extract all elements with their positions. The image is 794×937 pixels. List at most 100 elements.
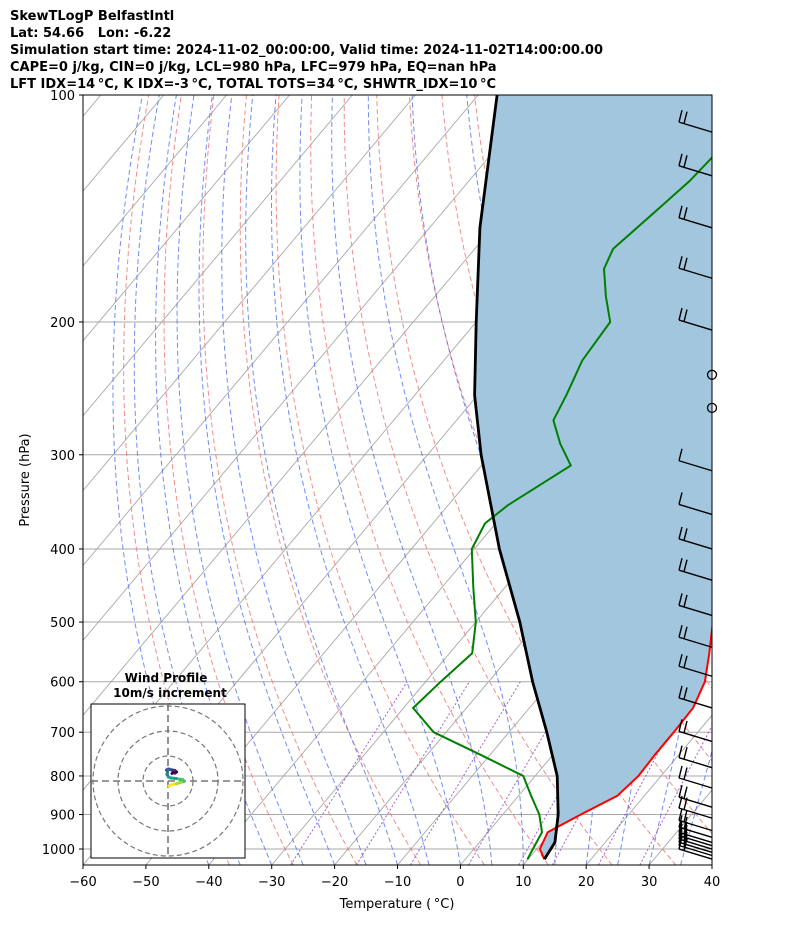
wind-barb xyxy=(678,153,713,177)
wind-barb xyxy=(706,369,718,380)
barb-flag xyxy=(678,625,683,638)
isotherm-line xyxy=(83,95,353,417)
barb-staff xyxy=(678,538,713,550)
barb-staff xyxy=(678,319,713,331)
moist-adiabat-line xyxy=(411,95,558,865)
wind-barb xyxy=(678,823,713,847)
barb-staff xyxy=(678,838,713,850)
barb-flag xyxy=(683,655,688,668)
barb-staff xyxy=(678,756,713,769)
station-coordinates: Lat: 54.66 Lon: -6.22 xyxy=(10,26,172,41)
wind-barb xyxy=(678,745,713,769)
barb-flag xyxy=(683,207,688,220)
wind-barb xyxy=(706,402,718,414)
wind-barb xyxy=(678,765,713,789)
barb-flag xyxy=(678,654,683,667)
barb-flag xyxy=(678,784,683,798)
isotherm-line xyxy=(711,864,712,865)
y-tick-label: 200 xyxy=(50,316,75,331)
isotherm-line xyxy=(83,95,102,117)
barb-staff xyxy=(678,819,713,832)
moist-adiabat-line xyxy=(176,95,304,865)
x-tick-label: −10 xyxy=(384,875,411,890)
wind-barb xyxy=(678,784,713,808)
isotherm-line xyxy=(83,95,479,567)
y-tick-label: 700 xyxy=(50,726,75,741)
barb-flag xyxy=(683,559,688,572)
y-tick-label: 100 xyxy=(50,89,75,104)
barb-flag xyxy=(678,526,683,540)
y-tick-label: 1000 xyxy=(42,843,75,858)
barb-flag xyxy=(678,808,683,821)
isotherm-line xyxy=(83,95,227,267)
y-tick-label: 300 xyxy=(50,449,75,464)
barb-flag xyxy=(683,687,688,700)
barb-flag xyxy=(678,307,683,321)
barb-flag xyxy=(678,823,683,836)
dewpoint-line xyxy=(411,156,712,860)
barb-flag xyxy=(678,745,683,758)
y-tick-label: 600 xyxy=(50,676,75,691)
barb-flag xyxy=(678,205,683,218)
barb-flag xyxy=(678,492,683,505)
barb-flag xyxy=(678,109,683,123)
barb-flag xyxy=(683,155,688,168)
cape-cin-shading xyxy=(474,95,712,860)
cape-shade-area xyxy=(474,95,712,860)
barb-flag xyxy=(683,746,688,760)
moist-adiabat-line xyxy=(299,95,461,865)
barb-flag xyxy=(683,257,688,270)
barb-staff xyxy=(678,730,713,743)
x-tick-label: 10 xyxy=(515,875,532,890)
wind-barb xyxy=(678,205,713,229)
parcel-indices: CAPE=0 j/kg, CIN=0 j/kg, LCL=980 hPa, LF… xyxy=(10,60,497,75)
moist-adiabat-line xyxy=(245,95,398,865)
mixing-ratio-line xyxy=(409,681,521,865)
moist-adiabat-line xyxy=(221,95,367,865)
barb-flag xyxy=(678,558,683,571)
barb-flag xyxy=(678,448,683,461)
x-tick-label: −30 xyxy=(258,875,285,890)
dry-adiabat-line xyxy=(735,95,794,865)
barb-flag xyxy=(678,593,683,606)
barb-staff xyxy=(678,835,713,847)
x-tick-label: −20 xyxy=(321,875,348,890)
barb-staff xyxy=(678,697,713,709)
inset-title: Wind Profile xyxy=(125,671,208,685)
wind-profile-inset: Wind Profile 10m/s increment xyxy=(90,671,246,859)
isotherm-line xyxy=(83,95,542,642)
barb-flag xyxy=(683,626,688,639)
simulation-times: Simulation start time: 2024-11-02_00:00:… xyxy=(10,43,603,58)
barb-flag xyxy=(683,821,688,835)
moist-adiabat-line xyxy=(367,95,524,865)
barb-flag xyxy=(678,765,683,779)
wind-barb xyxy=(678,307,713,331)
barb-staff xyxy=(678,121,713,133)
mixing-ratio-line xyxy=(290,681,408,865)
dry-adiabat-line xyxy=(768,95,794,865)
moist-adiabat-line xyxy=(198,95,336,865)
temperature-line xyxy=(538,621,712,860)
barb-staff xyxy=(678,777,713,789)
wind-barbs xyxy=(678,109,718,860)
y-axis-label: Pressure (hPa) xyxy=(18,433,33,526)
barb-staff xyxy=(678,460,713,472)
barb-staff xyxy=(678,503,713,516)
stability-indices: LFT IDX=14 °C, K IDX=-3 °C, TOTAL TOTS=3… xyxy=(10,77,497,92)
barb-staff xyxy=(678,848,713,860)
barb-staff xyxy=(678,807,713,819)
isotherm-line xyxy=(83,95,416,492)
wind-barb xyxy=(678,256,713,279)
barb-flag xyxy=(683,767,688,780)
barb-staff xyxy=(678,665,713,677)
wind-barb xyxy=(678,558,713,581)
chart-title: SkewTLogP BelfastIntl xyxy=(10,9,175,24)
dry-adiabat-line xyxy=(275,95,485,865)
barb-flag xyxy=(678,153,683,167)
x-tick-label: 0 xyxy=(456,875,464,890)
isotherm-line xyxy=(397,489,712,865)
barb-staff xyxy=(678,831,713,844)
wind-barb xyxy=(678,820,713,844)
dry-adiabat-line xyxy=(163,95,294,865)
